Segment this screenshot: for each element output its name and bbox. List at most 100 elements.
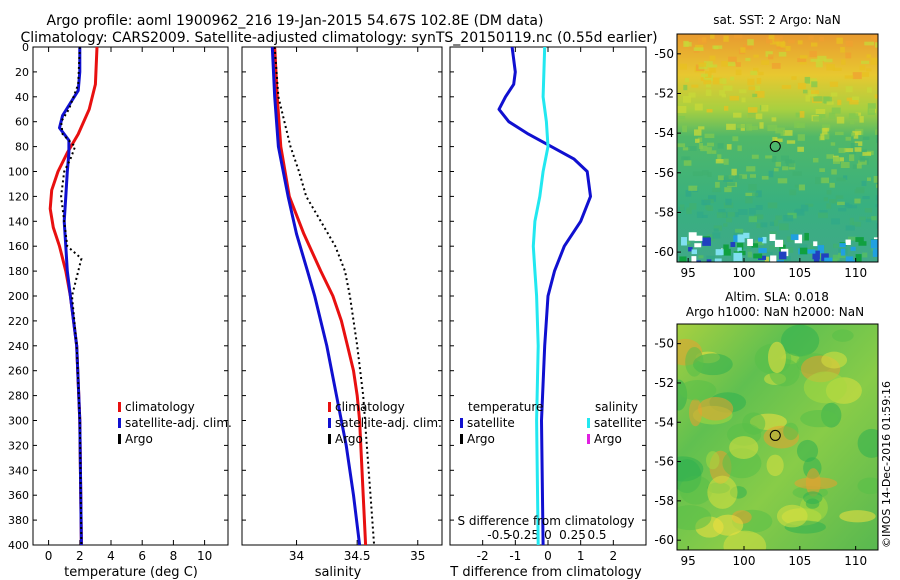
sla-map-ticks: 95 100 105 110 -50 -52 -54 -56 -58 -60 <box>654 337 867 568</box>
top-tick-label: -0.5 <box>487 528 510 542</box>
salinity-xlabel: salinity <box>315 565 362 580</box>
x-tick-label: 2 <box>76 549 84 563</box>
x-tick-label: 1 <box>577 549 585 563</box>
salinity-x-ticks: 34 34.5 35 <box>289 47 425 563</box>
sst-map-ticks: 95 100 105 110 -50 -52 -54 -56 -58 -60 <box>654 47 867 280</box>
map-lat-label: -54 <box>654 126 674 140</box>
sla-map-subtitle: Argo h1000: NaN h2000: NaN <box>686 305 864 319</box>
depth-tick-label: 160 <box>8 240 29 253</box>
salinity-axes <box>241 46 443 546</box>
sla-map-title: Altim. SLA: 0.018 <box>725 290 829 304</box>
map-lat-label: -52 <box>654 86 674 100</box>
legend-label-sal-satellite: satellite <box>594 416 642 430</box>
depth-tick-label: 340 <box>8 464 29 477</box>
difference-top-xlabel: S difference from climatology <box>458 514 635 528</box>
depth-tick-label: 280 <box>8 390 29 403</box>
top-tick-label: 0.25 <box>559 528 586 542</box>
sst-map-image <box>677 34 878 262</box>
x-tick-label: 8 <box>170 549 178 563</box>
series-line-satellite-adj-clim- <box>270 47 362 545</box>
legend-label-satellite: satellite-adj. clim. <box>335 416 442 430</box>
depth-tick-label: 320 <box>8 439 29 452</box>
legend-header-temperature: temperature <box>468 400 543 414</box>
figure-title-line2: Climatology: CARS2009. Satellite-adjuste… <box>20 30 657 46</box>
depth-tick-label: 400 <box>8 539 29 552</box>
legend-header-salinity: salinity <box>595 400 638 414</box>
map-lon-label: 100 <box>733 266 756 280</box>
depth-tick-label: 0 <box>22 41 29 54</box>
legend-label-sal-argo: Argo <box>594 432 622 446</box>
legend-label-argo: Argo <box>335 432 363 446</box>
figure-title-line1: Argo profile: aoml 1900962_216 19-Jan-20… <box>47 13 544 29</box>
map-lat-label: -56 <box>654 455 674 469</box>
legend-swatch-satellite <box>118 418 121 428</box>
top-tick-label: 0.5 <box>587 528 606 542</box>
sla-map-image <box>677 324 878 550</box>
legend-swatch-argo <box>118 434 121 444</box>
map-lon-label: 105 <box>788 554 811 568</box>
difference-top-ticks: -0.5-0.25 0 0.25 0.5 <box>487 528 606 542</box>
legend-swatch-sal-satellite <box>587 418 590 428</box>
map-lat-label: -56 <box>654 166 674 180</box>
sla-map-frame <box>676 323 879 551</box>
temperature-series <box>48 47 99 545</box>
depth-tick-label: 20 <box>15 66 29 79</box>
top-tick-label: 0 <box>544 528 552 542</box>
map-lat-label: -60 <box>654 245 674 259</box>
depth-tick-label: 180 <box>8 265 29 278</box>
salinity-legend: climatology satellite-adj. clim. Argo <box>328 400 442 446</box>
x-tick-label: -2 <box>477 549 489 563</box>
map-lat-label: -60 <box>654 533 674 547</box>
legend-label-argo: Argo <box>125 432 153 446</box>
difference-x-ticks: -2 -1 0 1 2 <box>477 47 617 563</box>
depth-tick-label: 60 <box>15 116 29 129</box>
map-lat-label: -52 <box>654 376 674 390</box>
difference-series <box>497 47 592 545</box>
x-tick-label: 6 <box>138 549 146 563</box>
sst-map-frame <box>676 33 879 263</box>
x-tick-label: 34.5 <box>344 549 371 563</box>
depth-tick-label: 220 <box>8 315 29 328</box>
map-lat-label: -58 <box>654 494 674 508</box>
legend-swatch-climatology <box>328 402 331 412</box>
depth-tick-label: 240 <box>8 340 29 353</box>
map-lon-label: 95 <box>681 554 696 568</box>
map-lat-label: -58 <box>654 205 674 219</box>
x-tick-label: 35 <box>410 549 425 563</box>
series-line-satellite-adj-clim- <box>58 47 83 545</box>
x-tick-label: 10 <box>197 549 212 563</box>
legend-label-satellite: satellite-adj. clim. <box>125 416 232 430</box>
x-tick-label: 0 <box>45 549 53 563</box>
series-line-argo <box>60 47 83 545</box>
series-line-argo <box>273 47 376 545</box>
depth-tick-label: 380 <box>8 514 29 527</box>
x-tick-label: 34 <box>289 549 304 563</box>
depth-tick-label: 40 <box>15 91 29 104</box>
map-lat-label: -50 <box>654 337 674 351</box>
series-line-salinity-satellite <box>531 47 550 545</box>
map-lat-label: -54 <box>654 415 674 429</box>
x-tick-label: 2 <box>610 549 618 563</box>
sst-map-title: sat. SST: 2 Argo: NaN <box>713 13 841 27</box>
imos-timestamp: ©IMOS 14-Dec-2016 01:59:16 <box>880 381 893 548</box>
difference-xlabel: T difference from climatology <box>449 565 642 580</box>
series-line-temperature-satellite <box>497 47 592 545</box>
legend-label-climatology: climatology <box>125 400 195 414</box>
series-line-climatology <box>273 47 368 545</box>
legend-swatch-argo <box>328 434 331 444</box>
temperature-xlabel: temperature (deg C) <box>64 565 198 580</box>
depth-tick-label: 80 <box>15 141 29 154</box>
temperature-x-ticks: 0 2 4 6 8 10 <box>45 47 212 563</box>
depth-tick-label: 360 <box>8 489 29 502</box>
map-lon-label: 95 <box>681 266 696 280</box>
sla-argo-position-marker <box>769 429 781 441</box>
salinity-series <box>270 47 376 545</box>
depth-tick-label: 300 <box>8 415 29 428</box>
legend-swatch-temp-satellite <box>460 418 463 428</box>
map-lon-label: 105 <box>788 266 811 280</box>
map-lon-label: 110 <box>844 554 867 568</box>
legend-swatch-sal-argo <box>587 434 590 444</box>
x-tick-label: -1 <box>509 549 521 563</box>
depth-tick-labels: 0 20 40 60 80 100 120 140 160 180 200 220 240 260 280 3… <box>8 41 646 552</box>
